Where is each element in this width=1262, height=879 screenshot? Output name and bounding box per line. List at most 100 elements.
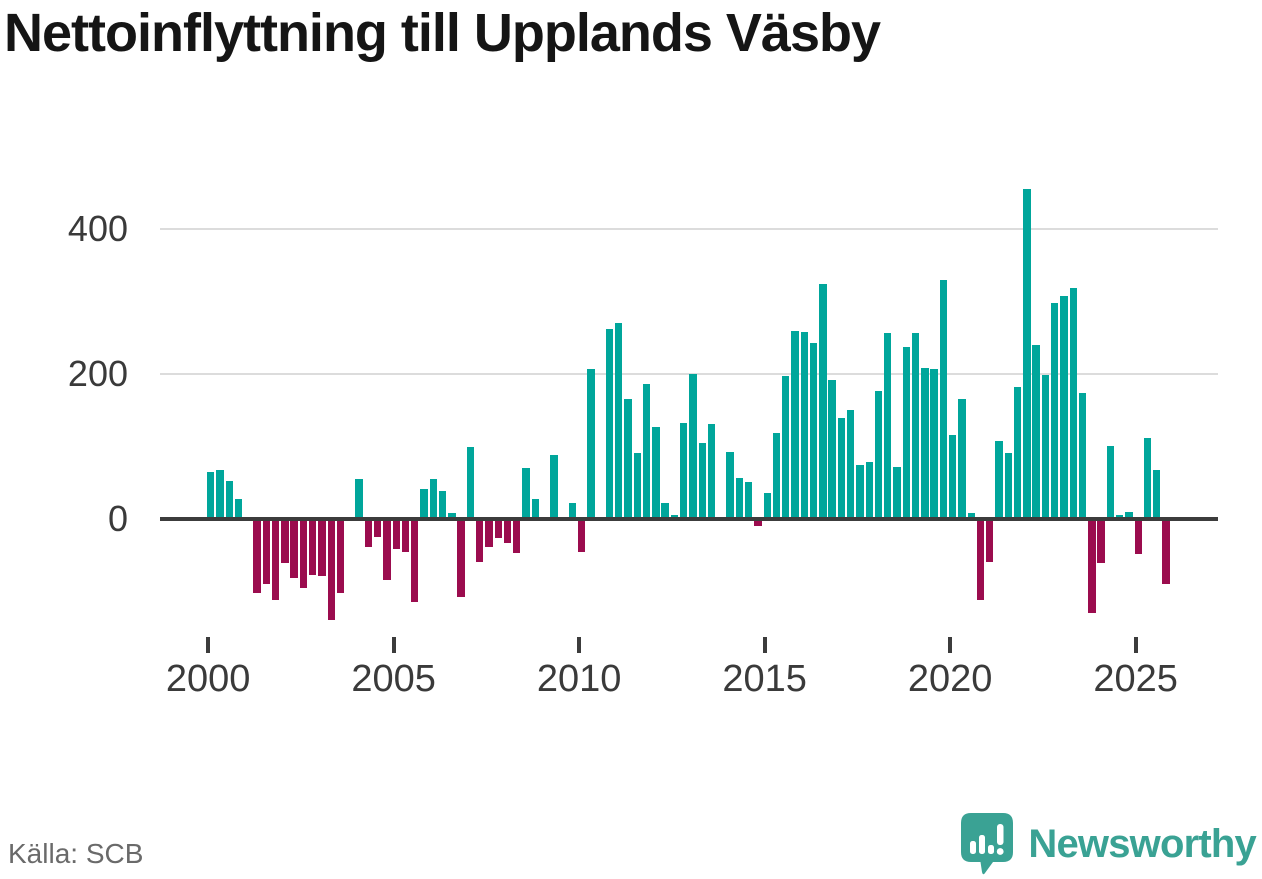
speech-bubble-bar-chart-icon — [961, 813, 1014, 875]
bar-q40-positive — [568, 503, 577, 519]
bar-q4-positive — [234, 498, 243, 519]
bar-q50-positive — [661, 503, 669, 519]
bar-q62-positive — [772, 432, 781, 519]
bar-q13-negative — [318, 519, 326, 577]
bar-q73-positive — [874, 390, 883, 519]
bar-q25-positive — [429, 479, 437, 519]
bar-q78-positive — [921, 368, 929, 519]
x-axis-zero-line — [160, 517, 1218, 521]
bar-q28-negative — [457, 519, 465, 598]
bar-q15-negative — [336, 519, 345, 593]
x-tick-2025 — [1133, 637, 1138, 653]
bar-q59-positive — [744, 482, 753, 519]
newsworthy-wordmark: Newsworthy — [1028, 821, 1256, 866]
bar-q91-positive — [1041, 375, 1050, 519]
bar-q27-positive — [448, 513, 456, 519]
bar-q67-positive — [819, 284, 827, 519]
bar-q96-negative — [1088, 519, 1096, 614]
newsworthy-logo: Newsworthy — [960, 812, 1257, 876]
bar-q68-positive — [828, 379, 836, 519]
bar-q14-negative — [327, 519, 335, 620]
bar-q97-negative — [1097, 519, 1105, 564]
x-tick-label-2015: 2015 — [722, 658, 807, 700]
x-tick-label-2010: 2010 — [536, 658, 622, 700]
bar-q104-negative — [1162, 519, 1170, 585]
bar-q1-positive — [207, 471, 215, 519]
bar-q51-positive — [670, 514, 679, 519]
bar-q7-negative — [262, 519, 271, 585]
bar-q46-positive — [624, 399, 632, 519]
bar-q3-positive — [225, 481, 233, 519]
bar-q74-positive — [884, 333, 892, 519]
bar-q75-positive — [893, 466, 901, 519]
bar-q88-positive — [1013, 387, 1022, 519]
bar-q17-positive — [355, 479, 363, 519]
bar-q19-negative — [373, 519, 382, 538]
bar-q84-negative — [976, 519, 985, 601]
bar-q83-positive — [967, 513, 975, 519]
bar-q22-negative — [401, 519, 410, 552]
gridline-y-400 — [160, 228, 1218, 230]
bar-q61-positive — [763, 492, 771, 519]
bar-q26-positive — [438, 490, 447, 519]
bar-q89-positive — [1023, 189, 1031, 519]
bar-q103-positive — [1153, 469, 1161, 519]
bar-q85-negative — [986, 519, 994, 562]
bar-q54-positive — [698, 442, 706, 519]
bar-q55-positive — [707, 424, 716, 519]
bar-q48-positive — [642, 384, 651, 519]
bar-q32-negative — [494, 519, 502, 538]
bar-q42-positive — [587, 368, 595, 519]
bar-q100-positive — [1125, 511, 1133, 519]
bar-q36-positive — [531, 498, 540, 519]
x-tick-2010 — [577, 637, 582, 653]
bar-q31-negative — [485, 519, 493, 548]
bar-q65-positive — [800, 331, 808, 519]
bar-q90-positive — [1032, 345, 1040, 519]
x-tick-label-2005: 2005 — [351, 658, 436, 700]
bar-q76-positive — [902, 347, 911, 519]
bar-q82-positive — [958, 399, 966, 519]
bar-q49-positive — [652, 426, 660, 519]
bar-q6-negative — [253, 519, 261, 593]
bar-q21-negative — [392, 519, 400, 549]
bar-q79-positive — [930, 368, 938, 519]
gridline-y-200 — [160, 373, 1218, 375]
bar-q41-negative — [578, 519, 586, 553]
x-tick-2005 — [391, 637, 396, 653]
bar-q99-positive — [1115, 514, 1124, 519]
bar-q60-negative — [754, 519, 762, 527]
bar-q58-positive — [735, 477, 744, 519]
bar-q72-positive — [865, 461, 873, 519]
bar-q18-negative — [364, 519, 373, 548]
bar-q33-negative — [503, 519, 512, 543]
x-tick-label-2025: 2025 — [1093, 658, 1178, 700]
bar-q52-positive — [680, 422, 688, 519]
bar-q35-positive — [522, 468, 530, 519]
y-tick-label-400: 400 — [67, 208, 128, 249]
bar-q29-positive — [466, 447, 475, 519]
bar-q9-negative — [281, 519, 289, 564]
bar-q23-negative — [411, 519, 419, 602]
bar-q34-negative — [513, 519, 521, 554]
bar-q24-positive — [420, 489, 428, 519]
bar-q69-positive — [837, 418, 846, 519]
bar-q92-positive — [1051, 302, 1059, 519]
bar-q95-positive — [1078, 392, 1087, 519]
bar-q71-positive — [856, 465, 864, 519]
chart-title: Nettoinflyttning till Upplands Väsby — [4, 3, 881, 63]
bar-q70-positive — [846, 410, 855, 519]
bar-q98-positive — [1106, 445, 1115, 519]
bar-q57-positive — [726, 452, 734, 519]
bar-q77-positive — [911, 333, 920, 519]
bar-q38-positive — [550, 455, 558, 519]
bar-q11-negative — [299, 519, 308, 588]
bar-q53-positive — [689, 374, 697, 519]
source-caption: Källa: SCB — [8, 838, 144, 869]
bar-q66-positive — [809, 342, 818, 519]
bar-q101-negative — [1134, 519, 1142, 554]
y-tick-label-0: 0 — [107, 498, 128, 539]
bar-q81-positive — [949, 434, 957, 519]
x-tick-2015 — [762, 637, 767, 653]
